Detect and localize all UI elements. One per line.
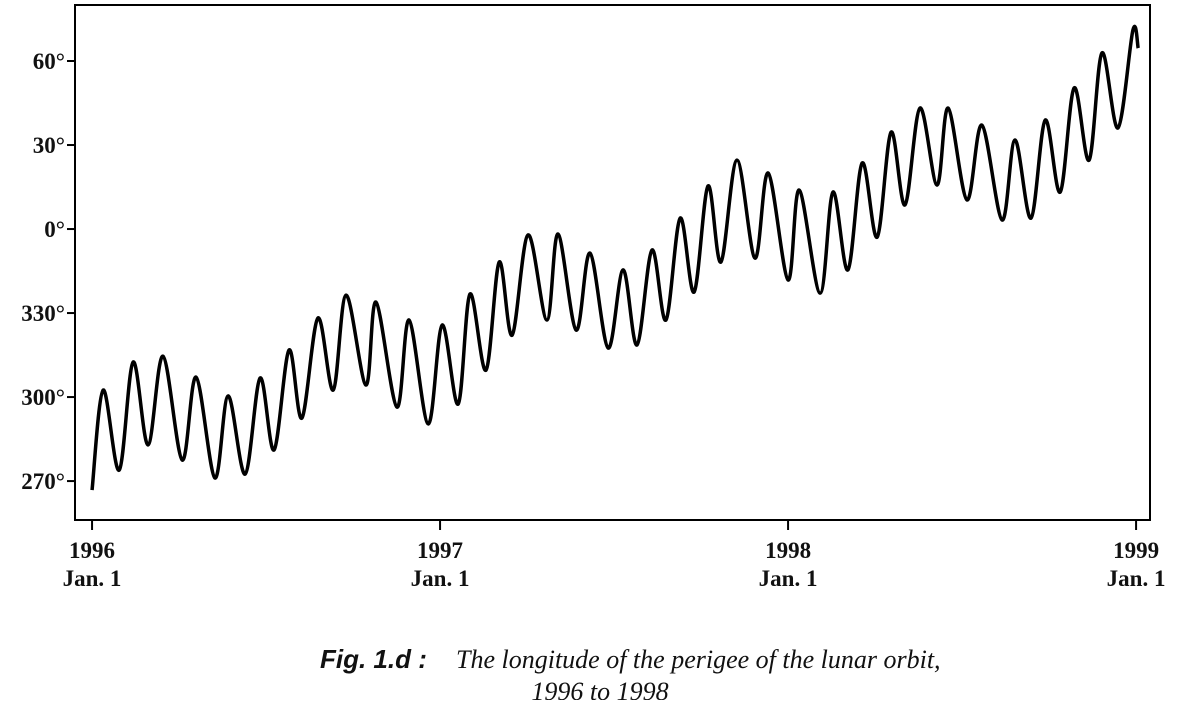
caption-label: Fig. 1.d : (320, 644, 427, 674)
x-tick-sublabel: Jan. 1 (63, 566, 122, 591)
caption-line: The longitude of the perigee of the luna… (456, 645, 941, 674)
y-tick-label: 0° (44, 217, 65, 242)
y-tick-label: 330° (21, 301, 65, 326)
data-line (90, 24, 1140, 491)
x-tick-sublabel: Jan. 1 (411, 566, 470, 591)
y-tick-label: 30° (33, 133, 65, 158)
y-tick-label: 60° (33, 49, 65, 74)
y-tick-label: 270° (21, 469, 65, 494)
caption-line: 1996 to 1998 (531, 677, 668, 700)
x-tick-label: 1997 (417, 538, 463, 563)
y-tick-label: 300° (21, 385, 65, 410)
x-tick-label: 1999 (1113, 538, 1159, 563)
plot-frame (74, 4, 1151, 521)
x-tick-label: 1998 (765, 538, 811, 563)
x-tick-sublabel: Jan. 1 (1107, 566, 1166, 591)
x-tick-label: 1996 (69, 538, 115, 563)
x-tick-sublabel: Jan. 1 (759, 566, 818, 591)
